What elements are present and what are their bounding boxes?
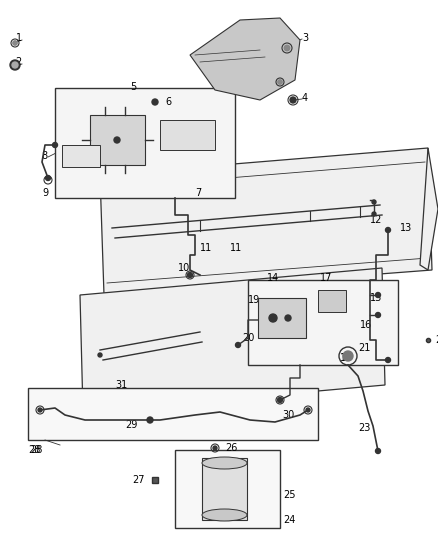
Circle shape bbox=[375, 448, 381, 454]
Polygon shape bbox=[190, 18, 300, 100]
Circle shape bbox=[290, 97, 296, 103]
Text: 4: 4 bbox=[302, 93, 308, 103]
Text: 21: 21 bbox=[358, 343, 371, 353]
Bar bbox=[202, 458, 247, 520]
Circle shape bbox=[10, 60, 20, 70]
Bar bbox=[90, 115, 145, 165]
Circle shape bbox=[375, 293, 381, 297]
Circle shape bbox=[306, 408, 310, 412]
Text: 25: 25 bbox=[283, 490, 296, 500]
Text: 12: 12 bbox=[370, 215, 382, 225]
Text: 11: 11 bbox=[200, 243, 212, 253]
Text: 8: 8 bbox=[42, 151, 48, 161]
Circle shape bbox=[343, 351, 353, 361]
Text: 28: 28 bbox=[28, 445, 40, 455]
Text: 2: 2 bbox=[16, 57, 22, 67]
Text: 11: 11 bbox=[230, 243, 242, 253]
Text: 15: 15 bbox=[370, 293, 382, 303]
Text: 17: 17 bbox=[320, 273, 332, 283]
Circle shape bbox=[12, 62, 18, 68]
Polygon shape bbox=[80, 268, 385, 412]
Text: 30: 30 bbox=[282, 410, 294, 420]
Ellipse shape bbox=[202, 509, 247, 521]
Circle shape bbox=[213, 446, 217, 450]
Circle shape bbox=[13, 41, 17, 45]
Polygon shape bbox=[100, 148, 432, 295]
Text: 26: 26 bbox=[225, 443, 237, 453]
Bar bbox=[62, 145, 100, 167]
Text: 6: 6 bbox=[165, 97, 171, 107]
Text: 1: 1 bbox=[16, 33, 22, 43]
Circle shape bbox=[46, 175, 50, 181]
Bar bbox=[28, 388, 318, 440]
Text: 28: 28 bbox=[30, 445, 42, 455]
Text: 22: 22 bbox=[435, 335, 438, 345]
Bar bbox=[55, 88, 235, 198]
Text: 19: 19 bbox=[248, 295, 260, 305]
Circle shape bbox=[236, 343, 240, 348]
Text: 14: 14 bbox=[267, 273, 279, 283]
Text: 29: 29 bbox=[125, 420, 138, 430]
Text: 18: 18 bbox=[340, 353, 352, 363]
Text: P4|6: P4|6 bbox=[179, 132, 194, 139]
Circle shape bbox=[284, 45, 290, 51]
Bar bbox=[258, 298, 306, 338]
Circle shape bbox=[147, 417, 153, 423]
Text: 31: 31 bbox=[115, 380, 127, 390]
Circle shape bbox=[53, 142, 57, 148]
Circle shape bbox=[385, 228, 391, 232]
Text: 7: 7 bbox=[195, 188, 201, 198]
Text: 13: 13 bbox=[400, 223, 412, 233]
Circle shape bbox=[98, 353, 102, 357]
Text: 24: 24 bbox=[283, 515, 295, 525]
Text: 27: 27 bbox=[133, 475, 145, 485]
Bar bbox=[318, 290, 346, 312]
Circle shape bbox=[269, 314, 277, 322]
Circle shape bbox=[152, 99, 158, 105]
Text: 3: 3 bbox=[302, 33, 308, 43]
Text: 23: 23 bbox=[358, 423, 371, 433]
Text: 20: 20 bbox=[242, 333, 254, 343]
Circle shape bbox=[187, 272, 192, 278]
Polygon shape bbox=[420, 148, 438, 270]
Circle shape bbox=[278, 398, 283, 402]
Circle shape bbox=[278, 80, 282, 84]
Circle shape bbox=[385, 358, 391, 362]
Circle shape bbox=[38, 408, 42, 412]
Text: 9: 9 bbox=[42, 188, 48, 198]
Circle shape bbox=[375, 312, 381, 318]
Bar bbox=[160, 120, 215, 150]
Circle shape bbox=[114, 137, 120, 143]
Bar bbox=[175, 450, 280, 528]
Text: 10: 10 bbox=[178, 263, 190, 273]
Bar bbox=[248, 280, 398, 365]
Circle shape bbox=[285, 315, 291, 321]
Text: 5: 5 bbox=[130, 82, 136, 92]
Circle shape bbox=[372, 212, 376, 216]
Ellipse shape bbox=[202, 457, 247, 469]
Text: 16: 16 bbox=[360, 320, 372, 330]
Circle shape bbox=[372, 200, 376, 204]
